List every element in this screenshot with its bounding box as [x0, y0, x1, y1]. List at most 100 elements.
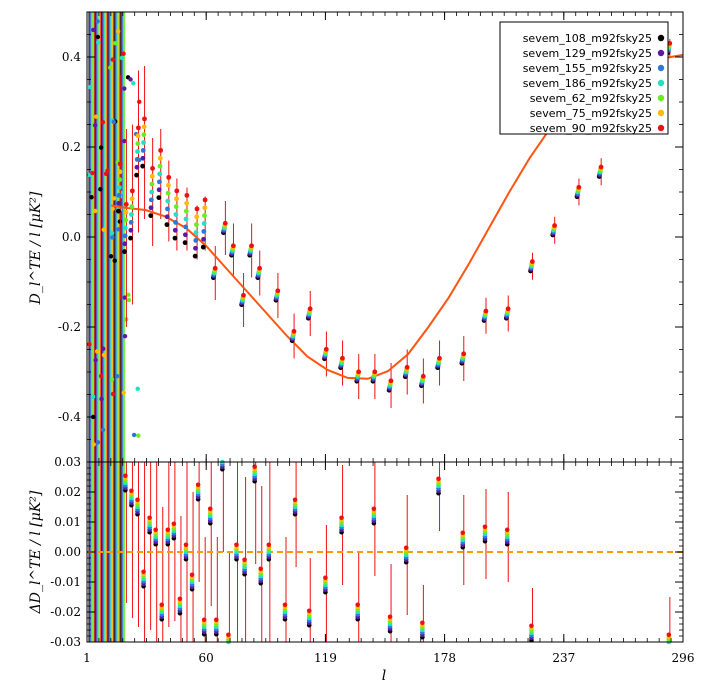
low-l-point	[93, 357, 98, 363]
low-l-point	[110, 391, 116, 397]
low-l-point	[111, 119, 116, 125]
data-point	[230, 243, 236, 249]
data-point	[171, 521, 177, 527]
x-tick-label: 178	[433, 651, 456, 665]
data-point	[172, 227, 178, 233]
data-point	[420, 620, 425, 626]
data-point	[122, 241, 128, 247]
data-point	[116, 200, 122, 206]
low-l-point	[98, 187, 103, 192]
low-l-point	[92, 123, 98, 128]
data-point	[141, 569, 146, 575]
data-point	[117, 169, 123, 175]
data-point	[192, 253, 198, 259]
y-tick-label: 0.0	[62, 230, 81, 244]
data-point	[226, 632, 231, 638]
legend-label: sevem_62_m92fsky25	[530, 92, 652, 105]
data-point	[242, 557, 247, 563]
data-point	[135, 141, 141, 147]
bottom-y-ticks: 0.03 0.02 0.01 0.00 -0.01 -0.02 -0.03	[50, 455, 683, 649]
data-point	[241, 292, 246, 298]
data-point	[222, 220, 228, 226]
y-tick-label: 0.01	[54, 515, 81, 529]
data-point	[166, 174, 172, 180]
data-point	[165, 198, 171, 204]
low-l-point	[98, 373, 104, 379]
data-point	[135, 149, 140, 154]
data-point	[122, 233, 128, 239]
bottom-panel: 0.03 0.02 0.01 0.00 -0.01 -0.02 -0.03 1 60 119 17…	[28, 455, 694, 684]
data-point	[164, 222, 170, 228]
data-point	[292, 497, 298, 503]
data-point	[404, 364, 410, 370]
data-point	[122, 249, 127, 255]
data-point	[156, 187, 162, 193]
data-point	[158, 147, 164, 153]
bottom-points	[123, 459, 672, 645]
legend-box	[499, 21, 669, 135]
low-l-point	[112, 258, 117, 263]
data-point	[157, 155, 163, 161]
data-point	[202, 197, 208, 203]
data-point	[529, 259, 535, 264]
data-point	[123, 209, 129, 215]
data-point	[128, 219, 134, 225]
data-point	[123, 201, 129, 207]
data-point	[184, 200, 189, 206]
data-point	[340, 355, 345, 361]
data-point	[201, 228, 207, 234]
data-point	[129, 204, 135, 210]
y-tick-label: 0.02	[54, 485, 81, 499]
data-point	[123, 217, 129, 223]
data-point	[184, 192, 190, 198]
low-l-point	[90, 170, 95, 176]
x-tick-label: 1	[83, 651, 91, 665]
legend-label: sevem_155_m92fsky25	[523, 62, 652, 75]
y-tick-label: -0.03	[50, 635, 81, 649]
legend-marker	[657, 64, 665, 72]
data-point	[182, 240, 188, 246]
data-point	[355, 602, 361, 608]
legend-marker	[657, 79, 665, 87]
data-point	[128, 235, 133, 241]
data-point	[141, 140, 146, 145]
data-point	[157, 171, 163, 177]
low-l-point	[137, 99, 142, 105]
data-point	[134, 164, 140, 170]
data-point	[123, 473, 128, 479]
top-y-ticks: 0.4 0.2 0.0 -0.2 -0.4	[58, 11, 683, 463]
low-l-point	[131, 432, 137, 438]
legend-label: sevem_108_m92fsky25	[523, 32, 652, 45]
data-point	[193, 222, 199, 228]
low-l-point	[135, 386, 140, 392]
data-point	[177, 596, 183, 602]
y-tick-label: -0.01	[50, 575, 81, 589]
data-point	[129, 488, 134, 494]
data-point	[202, 213, 207, 219]
data-point	[183, 224, 189, 230]
data-point	[159, 602, 165, 608]
low-l-point	[122, 86, 127, 91]
data-point	[122, 225, 128, 231]
data-point	[504, 527, 510, 533]
data-point	[505, 306, 511, 312]
data-point	[129, 196, 135, 202]
low-l-point	[90, 394, 96, 399]
data-point	[140, 155, 146, 161]
data-point	[148, 213, 154, 219]
data-point	[150, 165, 155, 171]
data-point	[202, 205, 208, 211]
data-point	[195, 482, 201, 488]
top-x-ticks	[86, 12, 684, 462]
low-l-point	[93, 208, 98, 214]
data-point	[249, 243, 254, 249]
data-point	[164, 214, 170, 220]
data-point	[339, 515, 344, 521]
low-l-point	[101, 352, 107, 358]
data-point	[193, 230, 199, 235]
low-l-point	[91, 442, 96, 447]
legend-marker	[657, 34, 665, 42]
data-point	[194, 214, 200, 220]
data-point	[165, 527, 171, 533]
data-point	[116, 208, 121, 214]
